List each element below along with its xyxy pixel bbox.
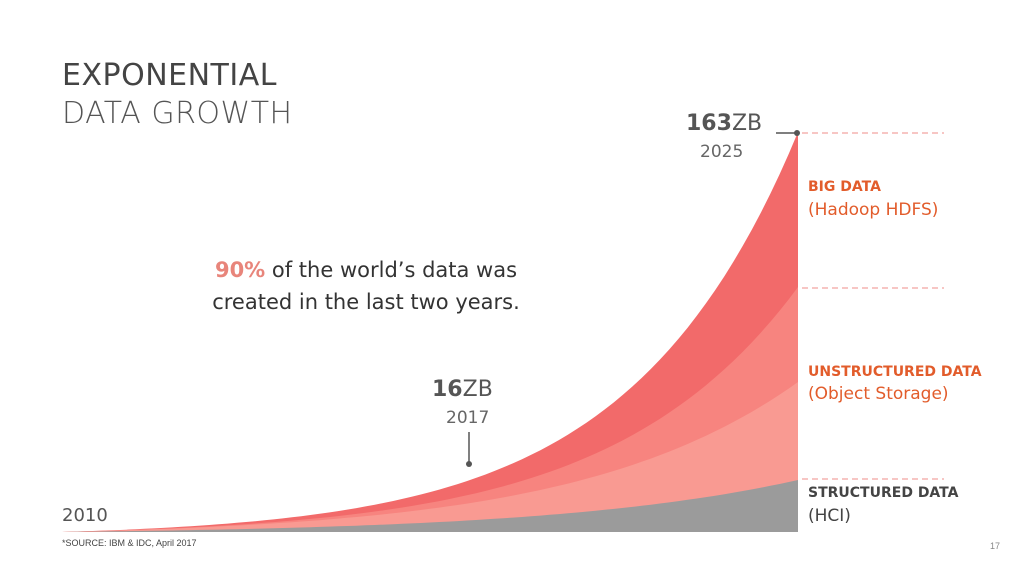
structured-data-label: STRUCTURED DATA <box>808 485 959 501</box>
end-point-marker <box>794 130 800 136</box>
end-year-label: 2025 <box>700 142 744 162</box>
source-note: *SOURCE: IBM & IDC, April 2017 <box>62 538 197 548</box>
callout-line1: of the world’s data was <box>265 258 518 282</box>
end-value-number: 163 <box>686 111 732 136</box>
unstructured-data-area <box>62 287 798 532</box>
mid-point-marker <box>466 461 472 467</box>
callout-text: 90% of the world’s data was created in t… <box>196 254 536 318</box>
big-data-label: BIG DATA <box>808 179 881 195</box>
big-data-sublabel: (Hadoop HDFS) <box>808 200 939 220</box>
page-number: 17 <box>989 541 1000 551</box>
end-value-unit: ZB <box>731 111 763 136</box>
mid-value-label: 16ZB <box>432 377 493 402</box>
structured-data-sublabel: (HCI) <box>808 506 851 526</box>
unstructured-data-inner-band <box>62 382 798 532</box>
page-subtitle: DATA GROWTH <box>62 96 293 131</box>
big-data-area <box>62 132 798 532</box>
mid-value-unit: ZB <box>462 377 493 402</box>
callout-highlight: 90% <box>214 258 266 282</box>
page-title: EXPONENTIAL <box>62 58 277 93</box>
mid-year-label: 2017 <box>446 408 490 428</box>
end-value-label: 163ZB <box>686 111 762 136</box>
start-year-label: 2010 <box>62 505 108 526</box>
mid-value-number: 16 <box>432 377 463 402</box>
unstructured-data-label: UNSTRUCTURED DATA <box>808 364 982 380</box>
unstructured-data-sublabel: (Object Storage) <box>808 384 949 404</box>
callout-line2: created in the last two years. <box>212 290 520 314</box>
structured-data-area <box>62 480 798 532</box>
